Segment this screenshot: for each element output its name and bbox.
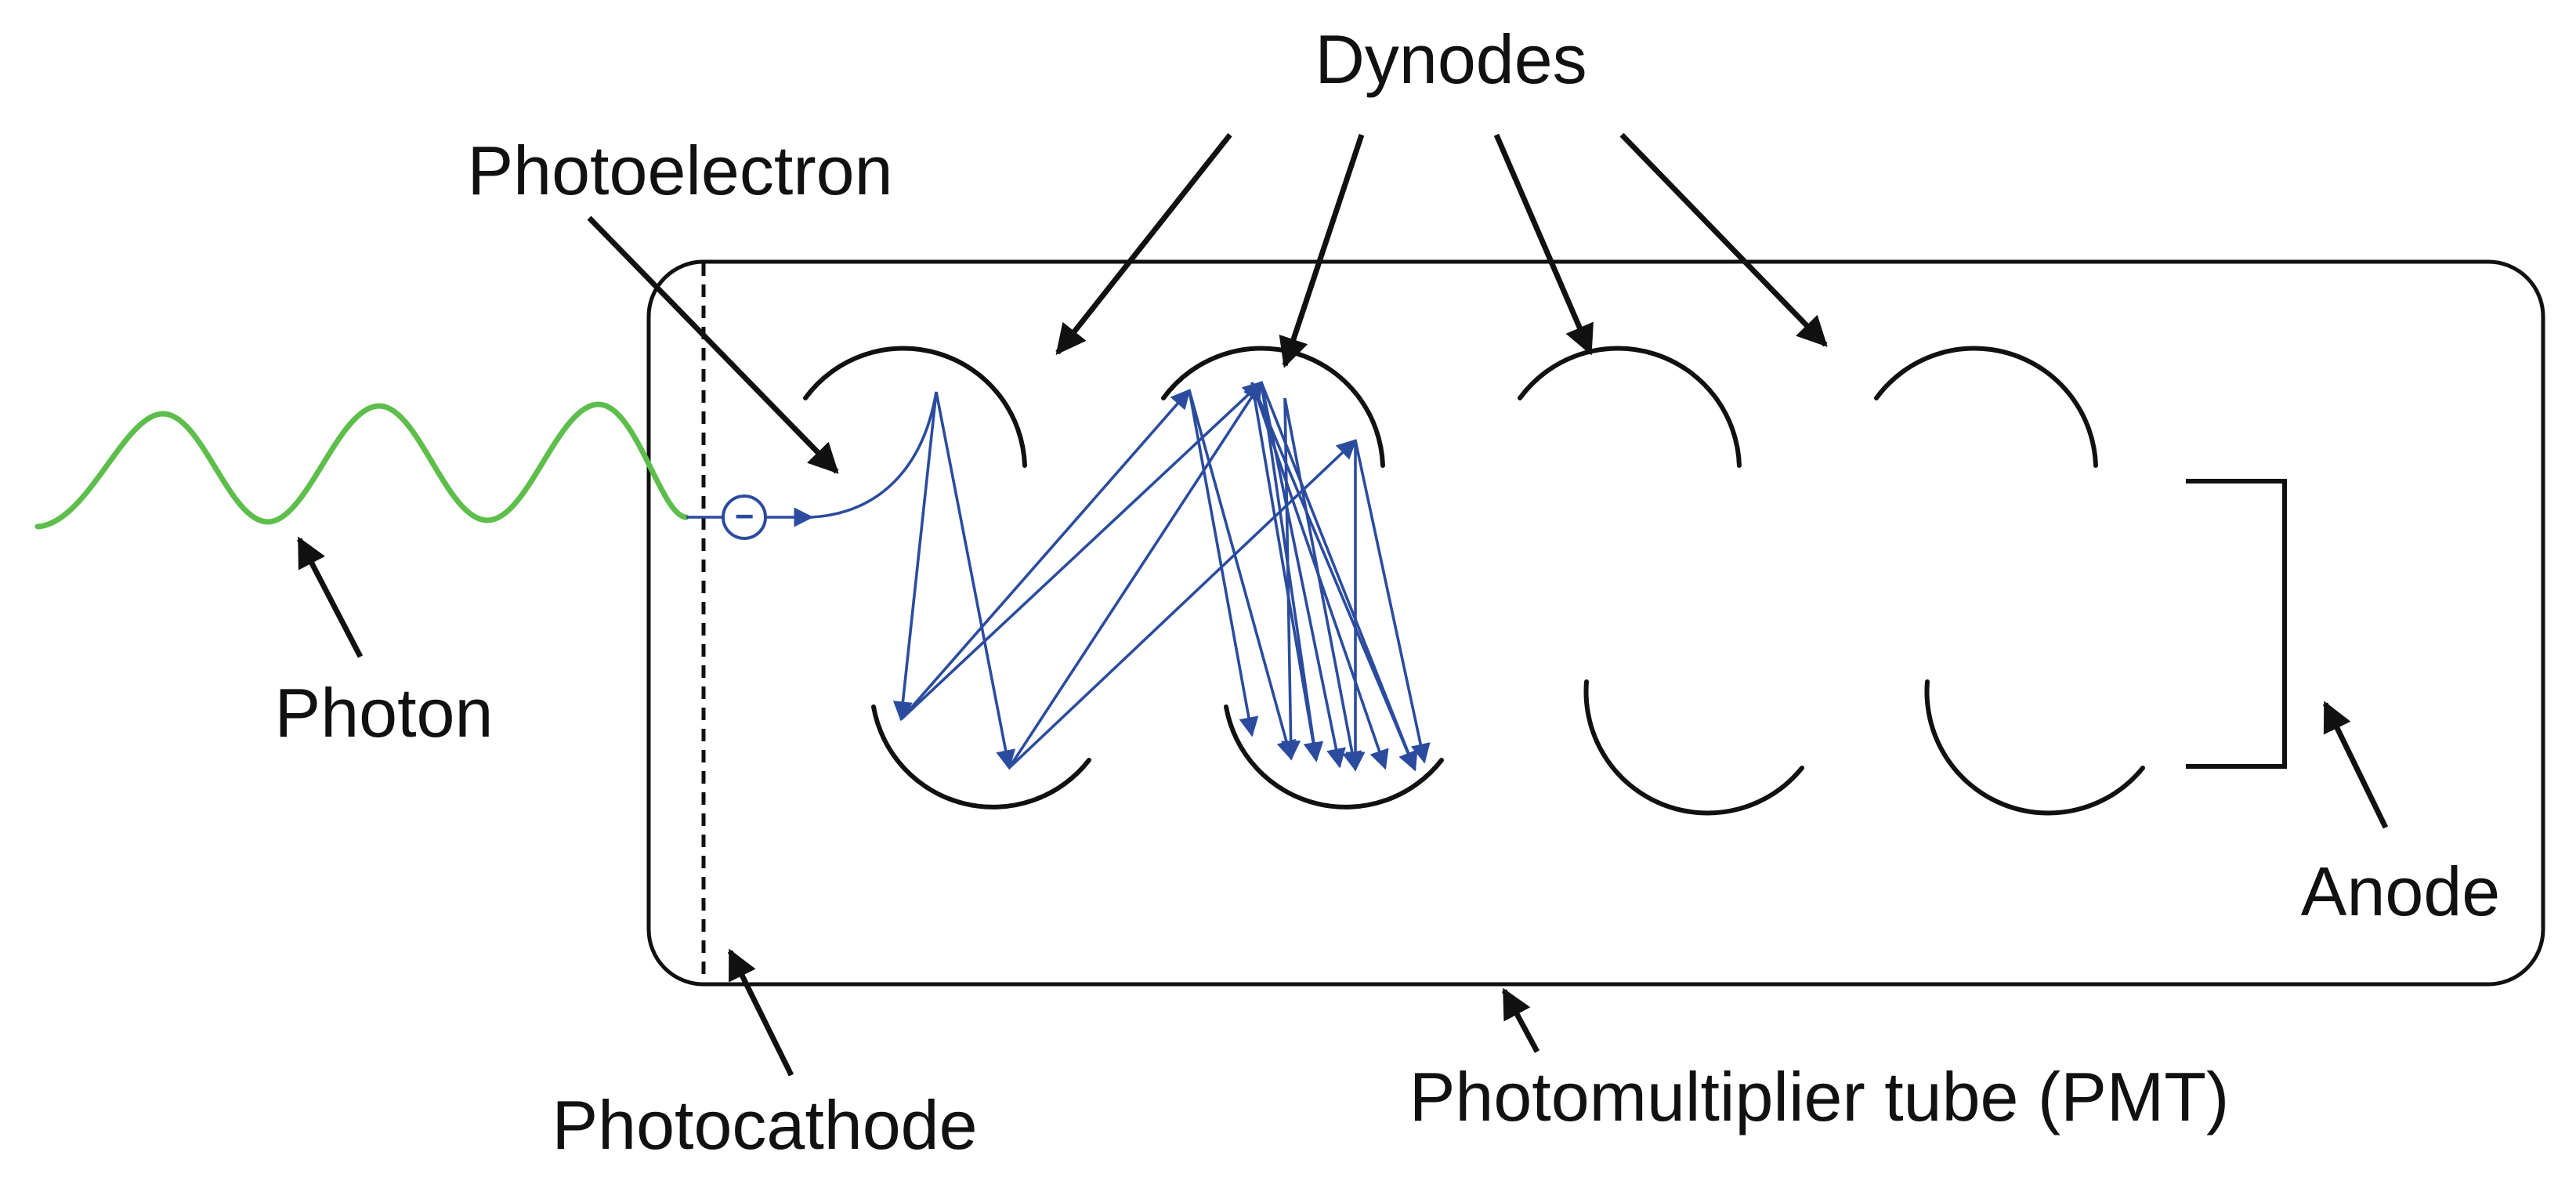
pmt-tube-outline — [646, 259, 2545, 987]
electron-path-13 — [1281, 397, 1301, 761]
photoelectron-pointer — [587, 216, 839, 474]
pmt-label: Photomultiplier tube (PMT) — [1409, 1058, 2230, 1135]
dynode-4-bottom — [1924, 679, 2145, 816]
electron-path-8 — [1188, 389, 1297, 761]
electron-path-14 — [1283, 397, 1362, 772]
electron-path-17 — [1250, 382, 1417, 772]
photon-label: Photon — [275, 674, 494, 752]
dynode-3-top — [1518, 346, 1742, 468]
electron-path-2 — [935, 391, 1016, 770]
electron-path-3 — [899, 389, 1191, 721]
dynode-pointer-3 — [1493, 133, 1594, 356]
electron-path-1 — [892, 391, 938, 722]
photon-pointer — [296, 536, 364, 658]
electron-minus-sign: − — [735, 498, 754, 534]
electron-path-16 — [1354, 440, 1431, 764]
dynodes — [803, 346, 2145, 816]
dynode-pointer-2 — [1279, 133, 1365, 368]
label-pointers — [296, 132, 2389, 1077]
photon-wave — [34, 401, 689, 530]
electron-path-7 — [1188, 389, 1259, 737]
anode-pointer — [2322, 701, 2389, 829]
electron-path-11 — [1260, 382, 1346, 769]
electron-trajectories — [892, 380, 1431, 772]
dynode-pointer-1 — [1055, 132, 1232, 356]
dynode-4-top — [1874, 346, 2098, 468]
electron-path-9 — [1250, 382, 1323, 762]
photocathode-label: Photocathode — [552, 1086, 977, 1164]
anode-label: Anode — [2301, 853, 2500, 930]
pmt-pointer — [1501, 987, 1540, 1053]
electron-path-4 — [899, 381, 1263, 721]
photoelectron-label: Photoelectron — [467, 132, 892, 209]
dynode-pointer-4 — [1619, 132, 1828, 347]
dynode-1-bottom — [871, 704, 1091, 810]
photocathode-pointer — [727, 948, 794, 1077]
electron-path-5 — [1008, 380, 1263, 769]
electron-path-6 — [1008, 439, 1357, 770]
photoelectron-emission: − — [686, 391, 938, 540]
dynode-2-bottom — [1224, 704, 1444, 810]
dynode-3-bottom — [1583, 679, 1804, 816]
dynode-1-top — [803, 346, 1027, 468]
dynodes-label: Dynodes — [1315, 20, 1586, 98]
anode-bracket — [2186, 479, 2287, 769]
electron-path-18 — [1260, 382, 1324, 762]
